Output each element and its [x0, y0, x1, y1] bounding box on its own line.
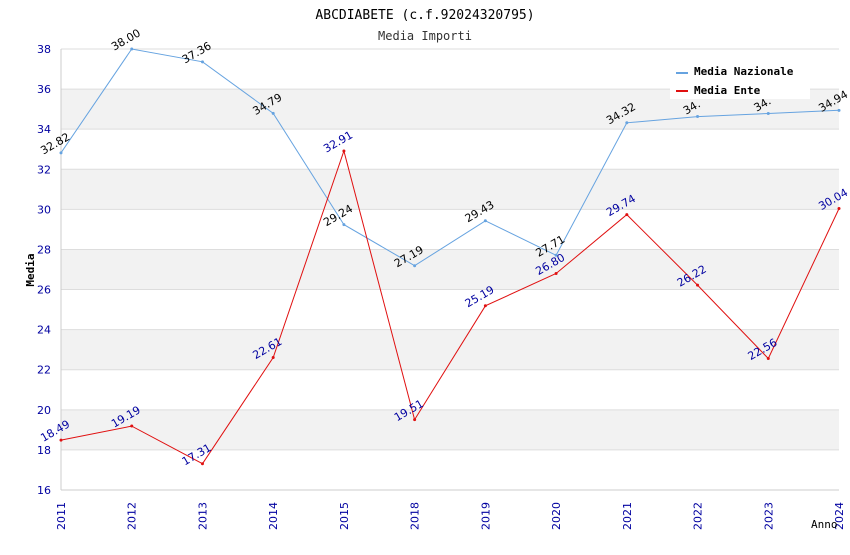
- data-point: [696, 283, 700, 287]
- data-point: [59, 438, 63, 442]
- legend-label-media-nazionale: Media Nazionale: [694, 65, 794, 78]
- x-tick-label: 2015: [338, 502, 351, 530]
- data-point: [200, 60, 204, 64]
- data-point: [413, 418, 417, 422]
- y-tick-label: 22: [37, 364, 51, 377]
- data-point: [342, 223, 346, 227]
- y-tick-label: 38: [37, 43, 51, 56]
- x-tick-label: 2020: [550, 502, 563, 530]
- x-tick-label: 2022: [692, 502, 705, 530]
- data-point: [766, 112, 770, 116]
- x-tick-label: 2019: [479, 502, 492, 530]
- chart-subtitle: Media Importi: [378, 29, 472, 43]
- x-tick-label: 2018: [409, 502, 422, 530]
- y-tick-label: 20: [37, 404, 51, 417]
- y-tick-label: 26: [37, 284, 51, 297]
- data-label: 32.91: [321, 128, 355, 155]
- data-point: [625, 213, 629, 217]
- y-tick-label: 28: [37, 243, 51, 256]
- data-point: [696, 115, 700, 119]
- data-point: [483, 219, 487, 223]
- data-point: [837, 207, 841, 211]
- x-tick-label: 2013: [196, 502, 209, 530]
- data-point: [413, 264, 417, 268]
- data-point: [130, 47, 134, 51]
- data-point: [130, 424, 134, 428]
- grid-band: [61, 249, 839, 290]
- y-tick-labels: 16 18 20 22 24 26 28 30 32 34 36 38: [37, 43, 51, 497]
- y-tick-label: 30: [37, 203, 51, 216]
- x-tick-label: 2024: [833, 502, 846, 530]
- chart-title: ABCDIABETE (c.f.92024320795): [315, 8, 534, 23]
- y-tick-label: 18: [37, 444, 51, 457]
- data-point: [200, 462, 204, 466]
- axes: [60, 49, 839, 491]
- grid-band: [61, 329, 839, 370]
- legend: Media Nazionale Media Ente: [670, 61, 810, 99]
- y-tick-label: 16: [37, 484, 51, 497]
- y-tick-label: 36: [37, 83, 51, 96]
- data-point: [554, 253, 558, 257]
- x-tick-label: 2012: [126, 502, 139, 530]
- grid-bands: [61, 89, 839, 450]
- x-tick-labels: 2011 2012 2013 2014 2015 2018 2019 2020 2021 2022…: [55, 502, 846, 530]
- grid-band: [61, 409, 839, 450]
- x-tick-label: 2011: [55, 502, 68, 530]
- data-point: [766, 357, 770, 361]
- x-tick-label: 2014: [267, 502, 280, 530]
- data-label: 37.36: [180, 39, 214, 66]
- series-line-1: [60, 149, 840, 465]
- series-lines: [59, 47, 841, 466]
- data-point: [342, 149, 346, 153]
- data-point: [59, 151, 63, 155]
- x-tick-label: 2023: [762, 502, 775, 530]
- y-tick-label: 34: [37, 123, 51, 136]
- grid-band: [61, 169, 839, 210]
- x-tick-label: 2021: [621, 502, 634, 530]
- legend-label-media-ente: Media Ente: [694, 84, 761, 97]
- data-point: [554, 272, 558, 276]
- series-line-0: [60, 48, 840, 267]
- data-point: [483, 304, 487, 308]
- x-axis-label: Anno: [811, 518, 838, 531]
- data-point: [837, 108, 841, 112]
- y-tick-label: 32: [37, 163, 51, 176]
- legend-box: [670, 61, 810, 99]
- y-axis-label: Media: [24, 253, 37, 286]
- y-tick-label: 24: [37, 324, 51, 337]
- data-point: [271, 111, 275, 115]
- data-point: [625, 121, 629, 125]
- data-point: [271, 355, 275, 359]
